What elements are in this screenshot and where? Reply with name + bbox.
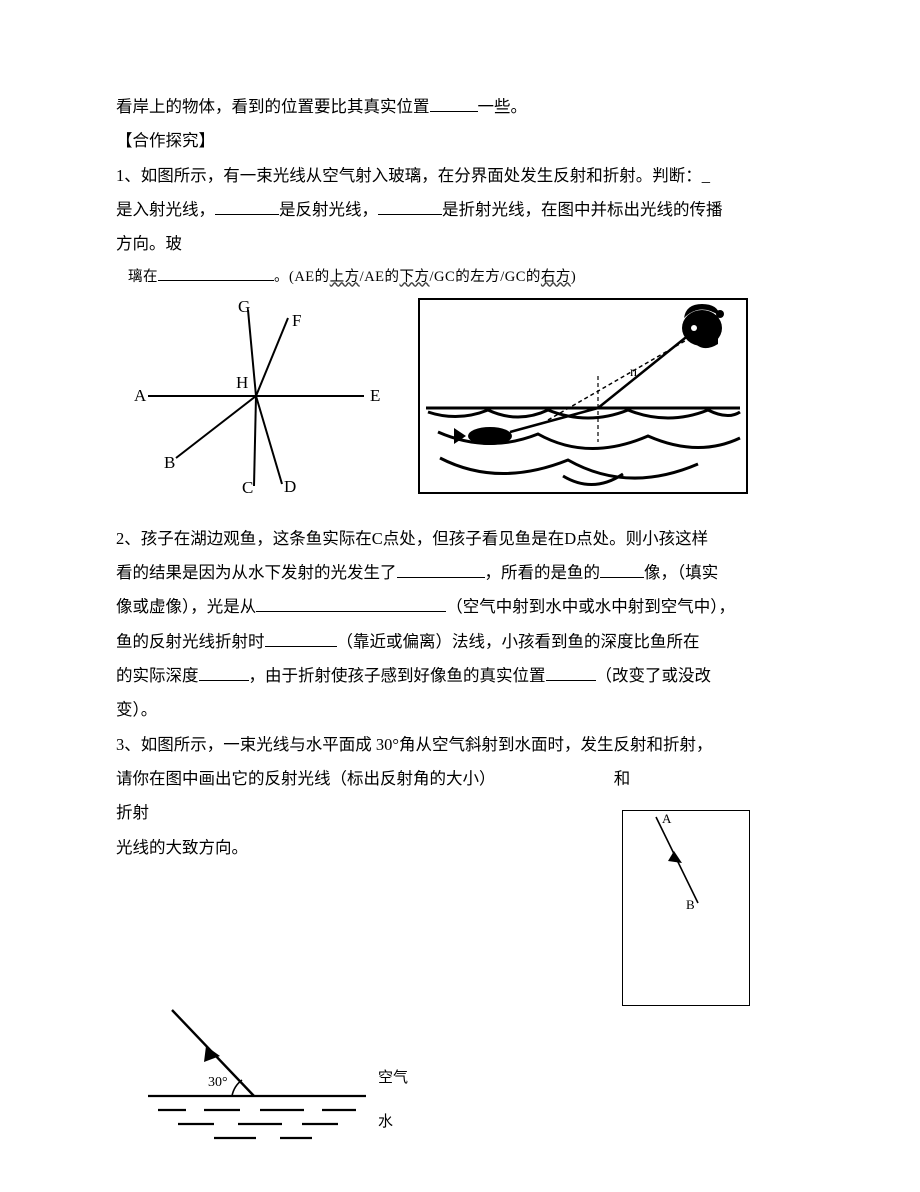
q1-b2: 是反射光线， <box>279 200 378 219</box>
ray-label-A: A <box>134 386 147 405</box>
label-water: 水 <box>378 1113 393 1130</box>
diagram-row: G F A H E B C D <box>116 298 804 494</box>
q2-line-a: 2、孩子在湖边观鱼，这条鱼实际在C点处，但孩子看见鱼是在D点处。则小孩这样 <box>116 522 804 556</box>
blank <box>430 96 478 112</box>
glass-mid1: /AE的 <box>360 269 400 285</box>
glass-line: 璃在 。(AE的上方/AE的下方/GC的左方/GC的右方) <box>128 262 804 292</box>
blank <box>546 665 596 681</box>
q3-b1: 请你在图中画出它的反射光线（标出反射角的大小） <box>116 769 496 788</box>
q2-line-d: 鱼的反射光线折射时 （靠近或偏离）法线，小孩看到鱼的深度比鱼所在 <box>116 625 804 659</box>
blank <box>265 631 337 647</box>
q2-b1: 看的结果是因为从水下发射的光发生了 <box>116 563 397 582</box>
fish-label-n: n <box>630 365 637 380</box>
q2-e1: 的实际深度 <box>116 666 199 685</box>
ab-label-A: A <box>662 811 672 826</box>
ray-label-F: F <box>292 311 301 330</box>
wavy-text: 上方 <box>330 269 360 285</box>
air-water-diagram: 30° 空气 水 <box>142 1000 442 1150</box>
blank <box>397 562 485 578</box>
ray-label-H: H <box>236 373 248 392</box>
q2-d1: 鱼的反射光线折射时 <box>116 632 265 651</box>
ray-label-D: D <box>284 477 296 494</box>
ab-diagram: A B <box>638 811 738 921</box>
q1-line-c: 方向。玻 <box>116 227 804 261</box>
text-first-tail: 一些。 <box>478 97 528 116</box>
q2-d2: （靠近或偏离）法线，小孩看到鱼的深度比鱼所在 <box>337 632 700 651</box>
q2-c1: 像或虚像），光是从 <box>116 597 256 616</box>
blank <box>215 199 279 215</box>
q2-line-e: 的实际深度 ，由于折射使孩子感到好像鱼的真实位置 （改变了或没改 <box>116 659 804 693</box>
q3-line-a: 3、如图所示，一束光线与水平面成 30°角从空气斜射到水面时，发生反射和折射， <box>116 728 804 762</box>
q1-line-b: 是入射光线， 是反射光线， 是折射光线，在图中并标出光线的传播 <box>116 193 804 227</box>
q2-b3: 像，（填实 <box>644 563 718 582</box>
blank <box>600 562 644 578</box>
glass-end: ) <box>571 269 576 285</box>
q2-line-c: 像或虚像），光是从 （空气中射到水中或水中射到空气中）， <box>116 590 804 624</box>
fish-diagram: n <box>418 298 748 494</box>
angle-label: 30° <box>208 1075 228 1090</box>
q1-b1: 是入射光线， <box>116 200 215 219</box>
blank <box>199 665 249 681</box>
blank <box>158 267 274 281</box>
q2-c2: （空气中射到水中或水中射到空气中）， <box>446 597 735 616</box>
q1-line-a: 1、如图所示，有一束光线从空气射入玻璃，在分界面处发生反射和折射。判断：_ <box>116 159 804 193</box>
glass-lead: 璃在 <box>128 269 158 285</box>
wavy-text: 下方 <box>400 269 430 285</box>
q2-b2: ，所看的是鱼的 <box>485 563 601 582</box>
ray-label-C: C <box>242 478 253 494</box>
q2-line-b: 看的结果是因为从水下发射的光发生了 ，所看的是鱼的 像，（填实 <box>116 556 804 590</box>
glass-tail: 。(AE的 <box>274 269 330 285</box>
blank <box>378 199 442 215</box>
wavy-text: 右方 <box>541 269 571 285</box>
glass-mid2: /GC的左方/GC的 <box>430 269 541 285</box>
label-air: 空气 <box>378 1069 408 1086</box>
text-first: 看岸上的物体，看到的位置要比其真实位置 <box>116 97 430 116</box>
ab-label-B: B <box>686 897 695 912</box>
ray-diagram: G F A H E B C D <box>116 298 396 494</box>
blank <box>256 597 446 613</box>
q2-line-f: 变）。 <box>116 693 804 727</box>
ray-label-B: B <box>164 453 175 472</box>
ray-label-G: G <box>238 298 250 316</box>
section-title: 【合作探究】 <box>116 124 804 158</box>
q2-e2: ，由于折射使孩子感到好像鱼的真实位置 <box>249 666 546 685</box>
para-first: 看岸上的物体，看到的位置要比其真实位置 一些。 <box>116 90 804 124</box>
q1-b3: 是折射光线，在图中并标出光线的传播 <box>442 200 723 219</box>
q2-e3: （改变了或没改 <box>596 666 712 685</box>
ray-label-E: E <box>370 386 380 405</box>
